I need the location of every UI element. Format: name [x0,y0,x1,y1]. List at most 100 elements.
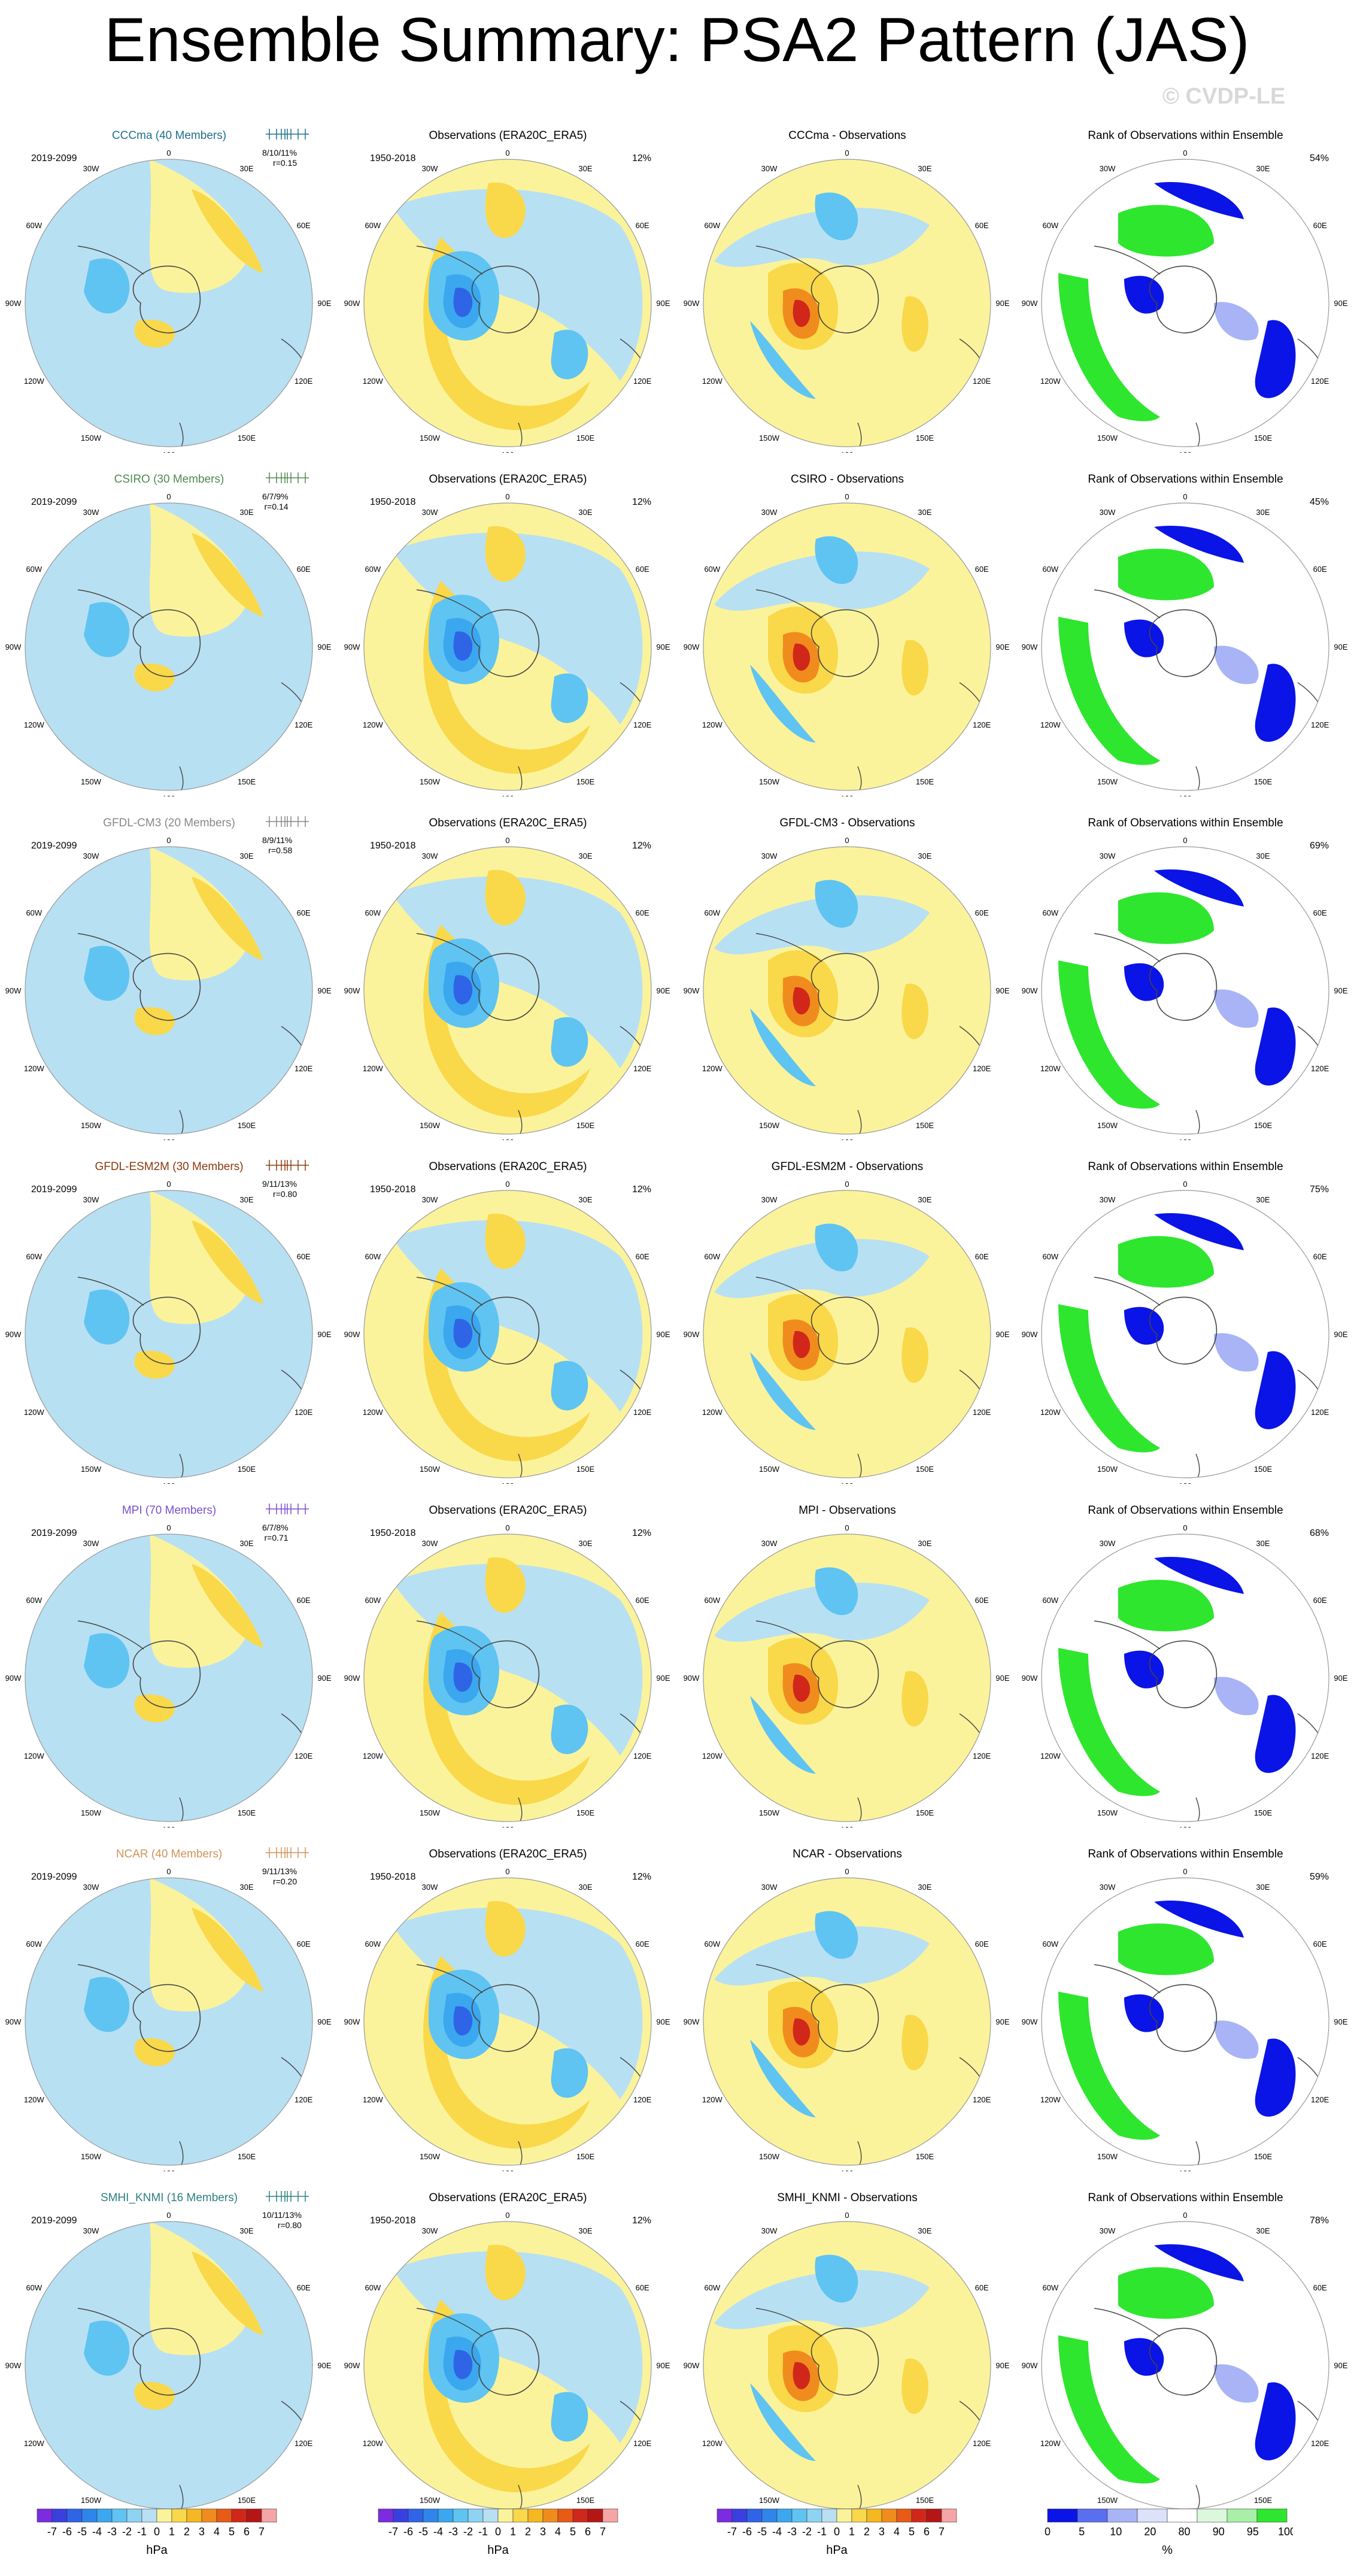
map-coordinate-label: 90E [1334,2017,1347,2026]
diff-panel: MPI - Observations 0 180 30W 30E 60W 60E 90W 90E… [678,1495,1016,1836]
panel-row: NCAR (40 Members) 2019-2099 9/11/13% r=0.20… [0,1838,1354,2180]
polar-map: 0 180 30W 30E 60W 60E 90W 90E 120W 120E 150W 150E [678,141,1016,453]
map-coordinate-label: 30W [422,164,438,173]
map-coordinate-label: 150E [1254,1808,1273,1817]
map-coordinate-label: 150W [81,434,102,443]
map-coordinate-label: 60W [704,1596,720,1605]
map-coordinate-label: 90W [5,986,22,995]
map-coordinate-label: 150E [916,1121,934,1130]
map-coordinate-label: 90W [1022,1674,1038,1683]
map-coordinate-label: 60E [1313,908,1327,917]
map-coordinate-label: 120E [295,2095,313,2104]
map-coordinate-label: 0 [1183,149,1187,157]
map-coordinate-label: 120W [363,377,384,386]
map-coordinate-label: 60E [975,908,989,917]
map-coordinate-label: 120W [1040,1751,1061,1760]
map-coordinate-label: 120E [1311,1064,1329,1073]
map-coordinate-label: 150E [238,1465,256,1474]
colorbar-swatch [37,2509,52,2522]
map-coordinate-label: 120W [702,1408,723,1417]
map-coordinate-label: 120E [973,2095,991,2104]
map-coordinate-label: 90W [5,2017,22,2026]
map-coordinate-label: 60W [704,2283,720,2292]
colorbar-tick-label: 7 [259,2526,265,2538]
map-coordinate-label: 60W [365,1252,381,1261]
rank-panel: Rank of Observations within Ensemble 69% 0… [1016,807,1354,1148]
map-coordinate-label: 0 [845,1523,849,1532]
colorbar-tick-label: 6 [585,2526,591,2538]
polar-map: 0 180 30W 30E 60W 60E 90W 90E 120W 120E 150W 150E [1016,2204,1354,2515]
map-coordinate-label: 120E [633,720,652,729]
polar-map: 0 180 30W 30E 60W 60E 90W 90E 120W 120E 150W 150E [339,1860,677,2171]
panel-title: MPI - Observations [678,1504,1016,1517]
colorbar-rank: 0 5 10 20 80 90 95 100% [1042,2507,1293,2572]
map-coordinate-label: 30W [83,2226,99,2235]
polar-map: 0 180 30W 30E 60W 60E 90W 90E 120W 120E 150W 150E [0,141,338,453]
map-coordinate-label: 120E [973,1064,991,1073]
map-coordinate-label: 60W [1042,2283,1058,2292]
map-coordinate-label: 90E [317,2017,331,2026]
map-coordinate-label: 150E [576,777,595,786]
map-coordinate-label: 0 [505,149,509,157]
panel-title: Observations (ERA20C_ERA5) [339,1848,677,1861]
map-coordinate-label: 60E [297,221,311,230]
map-coordinate-label: 0 [1183,1523,1187,1532]
colorbar-tick-label: 2 [525,2526,531,2538]
map-coordinate-label: 60W [365,908,381,917]
colorbar-tick-label: 5 [1079,2526,1085,2538]
map-coordinate-label: 60E [975,1596,989,1605]
colorbar-swatch [1107,2509,1137,2522]
polar-map: 0 180 30W 30E 60W 60E 90W 90E 120W 120E 150W 150E [0,1172,338,1484]
polar-map: 0 180 30W 30E 60W 60E 90W 90E 120W 120E 150W 150E [339,2204,677,2515]
polar-map: 0 180 30W 30E 60W 60E 90W 90E 120W 120E 150W 150E [678,1516,1016,1828]
obs-panel: Observations (ERA20C_ERA5) 1950-2018 12% 0 1… [339,1838,677,2180]
obs-panel: Observations (ERA20C_ERA5) 1950-2018 12% 0 1… [339,120,677,461]
panel-title: SMHI_KNMI - Observations [678,2192,1016,2205]
map-coordinate-label: 150W [1097,777,1118,786]
map-coordinate-label: 120E [1311,377,1329,386]
colorbar-units: hPa [711,2544,963,2557]
colorbar-swatch [1137,2509,1167,2522]
map-coordinate-label: 150W [1097,2152,1118,2161]
polar-map: 0 180 30W 30E 60W 60E 90W 90E 120W 120E 150W 150E [0,1860,338,2171]
map-coordinate-label: 120E [633,1408,652,1417]
map-coordinate-label: 90E [1334,643,1347,651]
colorbar-swatch [262,2509,277,2522]
map-coordinate-label: 90E [995,643,1009,651]
polar-map: 0 180 30W 30E 60W 60E 90W 90E 120W 120E 150W 150E [339,141,677,453]
colorbar-swatch [822,2509,837,2522]
map-coordinate-label: 90W [5,299,22,308]
map-coordinate-label: 150W [1097,1465,1118,1474]
map-coordinate-label: 150E [576,1121,595,1130]
map-coordinate-label: 30E [1256,2226,1270,2235]
map-coordinate-label: 30W [761,508,778,517]
map-coordinate-label: 30E [1256,508,1270,517]
map-coordinate-label: 30W [83,1195,99,1204]
map-coordinate-label: 120W [24,2439,45,2448]
map-coordinate-label: 0 [166,492,171,501]
map-coordinate-label: 90E [995,986,1009,995]
cvdp-watermark: © CVDP-LE [1162,84,1285,110]
obs-panel: Observations (ERA20C_ERA5) 1950-2018 12% 0 1… [339,2182,677,2523]
colorbar-swatch [453,2509,468,2522]
map-coordinate-label: 0 [505,1867,509,1876]
map-coordinate-label: 0 [845,492,849,501]
map-coordinate-label: 60E [1313,1939,1327,1948]
colorbar-tick-label: 5 [229,2526,235,2538]
model-panel: CCCma (40 Members) 2019-2099 8/10/11% r=0.1… [0,120,338,461]
panel-row: GFDL-CM3 (20 Members) 2019-2099 8/9/11% r=0… [0,807,1354,1148]
map-coordinate-label: 120W [1040,377,1061,386]
map-coordinate-label: 60E [975,565,989,574]
map-coordinate-label: 30W [422,1195,438,1204]
map-coordinate-label: 60W [704,1252,720,1261]
colorbar-obs-svg: -7 -6 -5 -4 -3 -2 -1 0 1 2 3 4 5 6 7 [372,2507,624,2542]
map-coordinate-label: 60W [365,565,381,574]
colorbar-tick-label: 7 [939,2526,945,2538]
colorbar-tick-label: -6 [742,2526,752,2538]
map-coordinate-label: 60E [297,2283,311,2292]
colorbar-tick-label: -2 [802,2526,812,2538]
polar-map: 0 180 30W 30E 60W 60E 90W 90E 120W 120E 150W 150E [1016,1516,1354,1828]
map-coordinate-label: 30E [239,2226,253,2235]
panel-title: Rank of Observations within Ensemble [1016,1848,1354,1861]
map-coordinate-label: 150W [81,2496,102,2505]
